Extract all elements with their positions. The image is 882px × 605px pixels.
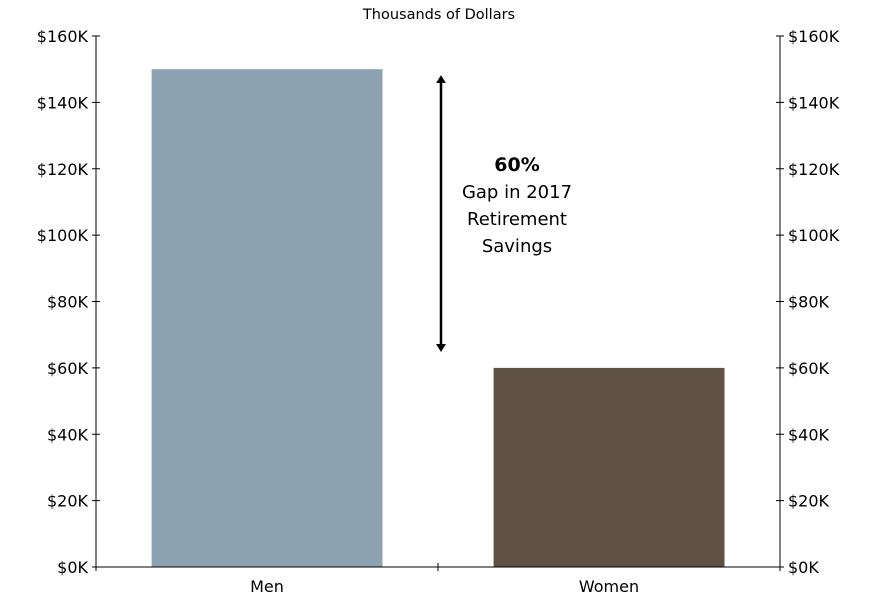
x-tick-label-men: Men bbox=[250, 577, 284, 596]
left-y-tick-label: $0K bbox=[57, 558, 88, 577]
right-y-tick-label: $60K bbox=[788, 359, 830, 378]
right-y-tick-label: $100K bbox=[788, 226, 840, 245]
right-y-tick-label: $0K bbox=[788, 558, 819, 577]
gap-percent: 60% bbox=[494, 154, 539, 176]
bar-men bbox=[151, 69, 383, 567]
right-y-tick-label: $40K bbox=[788, 425, 830, 444]
gap-annotation: 60% Gap in 2017 Retirement Savings bbox=[436, 75, 572, 352]
gap-label-line-2: Retirement bbox=[467, 209, 567, 230]
left-y-tick-label: $80K bbox=[47, 293, 89, 312]
left-y-tick-label: $20K bbox=[47, 492, 89, 511]
left-y-tick-label: $140K bbox=[37, 93, 89, 112]
left-y-tick-label: $100K bbox=[37, 226, 89, 245]
right-y-tick-label: $120K bbox=[788, 160, 840, 179]
right-y-tick-label: $80K bbox=[788, 293, 830, 312]
right-y-tick-label: $140K bbox=[788, 93, 840, 112]
right-y-tick-label: $160K bbox=[788, 27, 840, 46]
gap-label-line-1: Gap in 2017 bbox=[462, 182, 572, 203]
left-y-tick-label: $160K bbox=[37, 27, 89, 46]
right-y-tick-label: $20K bbox=[788, 492, 830, 511]
x-tick-label-women: Women bbox=[579, 577, 639, 596]
left-y-tick-label: $40K bbox=[47, 425, 89, 444]
left-y-tick-label: $120K bbox=[37, 160, 89, 179]
chart-subtitle: Thousands of Dollars bbox=[362, 7, 515, 23]
left-y-tick-label: $60K bbox=[47, 359, 89, 378]
bars-layer bbox=[151, 69, 725, 567]
gap-label-line-3: Savings bbox=[482, 236, 552, 257]
bar-women bbox=[493, 367, 725, 567]
ticks-layer: $0K $0K $20K $20K $40K $40K $60K $60K $80K $80K $1… bbox=[37, 27, 840, 596]
